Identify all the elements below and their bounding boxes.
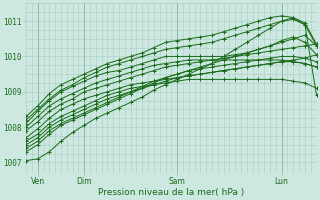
X-axis label: Pression niveau de la mer( hPa ): Pression niveau de la mer( hPa ) bbox=[98, 188, 244, 197]
